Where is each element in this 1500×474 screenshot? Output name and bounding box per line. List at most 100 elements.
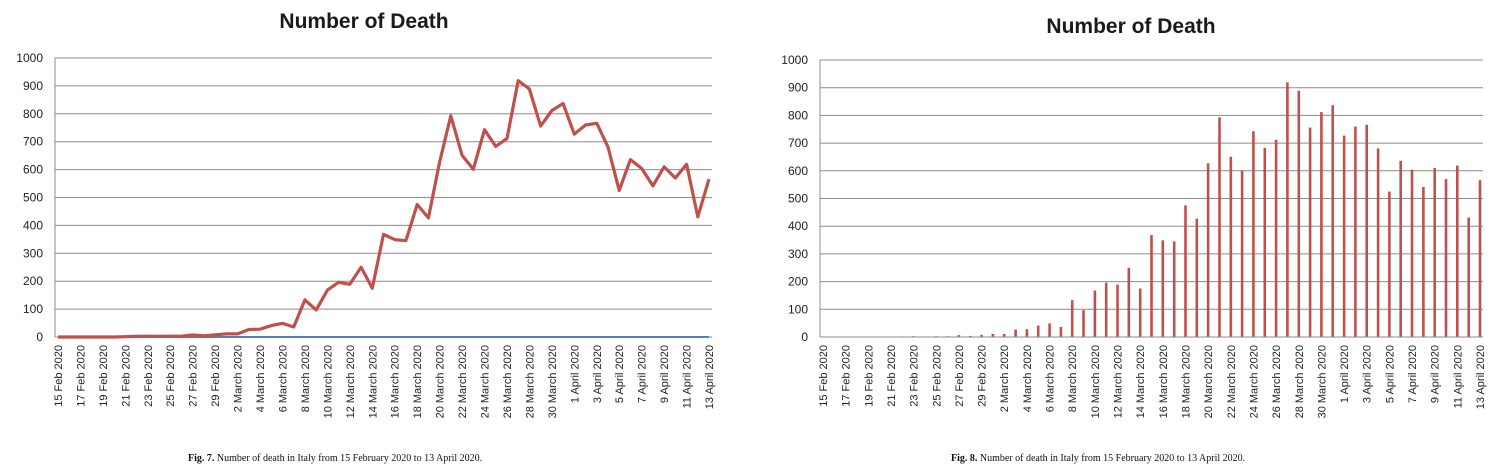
bar <box>1218 117 1221 337</box>
y-tick-label: 0 <box>36 330 43 344</box>
x-tick-label: 22 March 2020 <box>1226 345 1238 418</box>
y-tick-label: 300 <box>23 246 43 260</box>
x-tick-label: 30 March 2020 <box>547 345 559 418</box>
x-tick-label: 11 April 2020 <box>1452 345 1464 408</box>
x-tick-label: 21 Feb 2020 <box>120 345 132 407</box>
x-tick-label: 5 April 2020 <box>1384 345 1396 403</box>
y-tick-label: 800 <box>23 107 43 121</box>
x-tick-label: 23 Feb 2020 <box>143 345 155 407</box>
y-tick-label: 600 <box>788 164 808 178</box>
bar <box>1240 170 1244 337</box>
bar <box>1172 241 1176 337</box>
x-tick-label: 12 March 2020 <box>1113 345 1125 418</box>
x-tick-label: 13 April 2020 <box>1475 345 1487 409</box>
y-axis-ticks: 0 100 200 300 400 500 600 700 800 900 1000 <box>781 53 808 344</box>
bar <box>1138 288 1142 337</box>
bar <box>1342 135 1346 337</box>
x-tick-label: 27 Feb 2020 <box>188 345 200 407</box>
x-tick-label: 7 April 2020 <box>1407 345 1419 403</box>
x-tick-label: 30 March 2020 <box>1316 345 1328 418</box>
x-tick-label: 25 Feb 2020 <box>165 345 177 407</box>
x-tick-label: 3 April 2020 <box>1362 345 1374 403</box>
x-tick-label: 12 March 2020 <box>345 345 357 418</box>
x-tick-label: 28 March 2020 <box>1294 345 1306 418</box>
x-tick-label: 4 March 2020 <box>255 345 267 412</box>
bar <box>1025 329 1029 337</box>
x-tick-label: 24 March 2020 <box>1248 345 1260 418</box>
x-tick-label: 17 Feb 2020 <box>841 345 853 407</box>
caption-text: Number of death in Italy from 15 Februar… <box>979 453 1246 464</box>
y-tick-label: 1000 <box>781 53 808 67</box>
bar <box>1286 82 1289 338</box>
x-tick-label: 5 April 2020 <box>614 345 626 403</box>
caption-text: Number of death in Italy from 15 Februar… <box>216 453 483 464</box>
x-tick-label: 15 Feb 2020 <box>53 345 65 407</box>
x-tick-label: 26 March 2020 <box>1271 345 1283 418</box>
y-tick-label: 900 <box>23 79 43 93</box>
bar <box>969 335 972 337</box>
chart-title: Number of Death <box>279 10 448 33</box>
x-tick-label: 6 March 2020 <box>1045 345 1057 412</box>
bar <box>1229 156 1233 337</box>
x-tick-label: 8 March 2020 <box>300 345 312 412</box>
bar <box>1116 284 1119 337</box>
bar <box>1410 169 1414 337</box>
figure-7-caption: Fig. 7. Number of death in Italy from 15… <box>188 453 482 464</box>
y-tick-label: 500 <box>23 191 43 205</box>
bar <box>1444 179 1448 337</box>
x-tick-label: 10 March 2020 <box>322 345 334 418</box>
x-tick-label: 7 April 2020 <box>637 345 649 403</box>
x-tick-label: 14 March 2020 <box>367 345 379 418</box>
bar <box>1184 205 1187 337</box>
x-tick-label: 16 March 2020 <box>1158 345 1170 418</box>
x-tick-label: 10 March 2020 <box>1090 345 1102 418</box>
y-tick-label: 800 <box>788 108 808 122</box>
bar <box>1478 180 1482 337</box>
bar <box>1093 290 1097 337</box>
bar <box>957 335 961 337</box>
x-tick-label: 25 Feb 2020 <box>931 345 943 407</box>
bar <box>1274 139 1278 337</box>
bar <box>1195 218 1199 337</box>
y-tick-label: 300 <box>788 247 808 261</box>
x-tick-label: 14 March 2020 <box>1135 345 1147 418</box>
bar <box>1070 300 1074 337</box>
x-tick-label: 19 Feb 2020 <box>863 345 875 407</box>
x-tick-label: 2 March 2020 <box>999 345 1011 412</box>
bar <box>1297 90 1301 337</box>
bar <box>1161 240 1165 337</box>
y-tick-label: 700 <box>23 135 43 149</box>
x-tick-label: 21 Feb 2020 <box>886 345 898 407</box>
x-tick-label: 17 Feb 2020 <box>75 345 87 407</box>
bar <box>991 334 995 337</box>
bar <box>1388 191 1391 337</box>
y-tick-label: 700 <box>788 136 808 150</box>
bar <box>980 334 983 337</box>
x-tick-label: 1 April 2020 <box>569 345 581 403</box>
bar <box>1433 168 1436 337</box>
caption-label: Fig. 7. <box>188 453 215 464</box>
x-tick-label: 18 March 2020 <box>1180 345 1192 418</box>
bar <box>1354 126 1357 337</box>
bar <box>1331 105 1334 337</box>
figure-8-bar-chart: Number of Death 0 100 200 300 400 500 600 700 80… <box>781 15 1487 418</box>
bar <box>1263 147 1267 337</box>
bar <box>1456 165 1459 337</box>
x-tick-label: 18 March 2020 <box>412 345 424 418</box>
bar <box>1422 186 1425 337</box>
x-tick-label: 2 March 2020 <box>233 345 245 412</box>
y-tick-label: 0 <box>801 330 808 344</box>
bar <box>1467 217 1470 337</box>
bar <box>1014 329 1017 337</box>
bar <box>1308 127 1312 337</box>
bar <box>1376 148 1380 337</box>
y-tick-label: 100 <box>788 302 808 316</box>
y-tick-label: 100 <box>23 302 43 316</box>
x-tick-label: 29 Feb 2020 <box>210 345 222 407</box>
series-line-deaths <box>58 78 711 339</box>
bar <box>1399 160 1402 337</box>
y-axis-ticks: 0 100 200 300 400 500 600 700 800 900 1000 <box>16 51 43 344</box>
x-tick-label: 23 Feb 2020 <box>909 345 921 407</box>
x-tick-label: 26 March 2020 <box>502 345 514 418</box>
y-tick-label: 200 <box>788 275 808 289</box>
